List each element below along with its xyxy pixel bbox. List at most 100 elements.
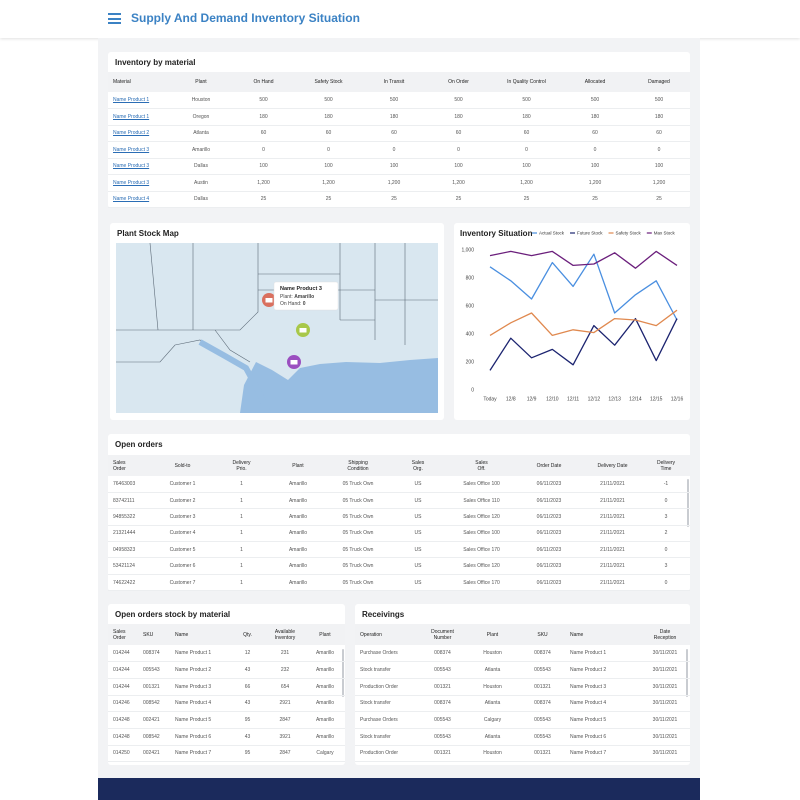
table-cell: Customer 1 xyxy=(150,476,215,493)
column-header: Delivery Time xyxy=(642,455,690,476)
panel-title: Plant Stock Map xyxy=(117,229,179,238)
table-row: 76463003 Customer 1 1 Amarillo 05 Truck Own U… xyxy=(108,476,690,493)
table-cell: 1,200 xyxy=(491,174,562,192)
table-row: Production Order 001321 Houston 001321 Name … xyxy=(355,745,690,763)
table-cell: 25 xyxy=(232,191,295,208)
table-cell: Name Product 5 xyxy=(170,711,230,729)
menu-button[interactable] xyxy=(108,13,121,24)
table-cell: 002421 xyxy=(138,745,170,763)
material-link[interactable]: Name Product 3 xyxy=(108,141,170,159)
header-line: Sales xyxy=(475,459,488,466)
table-cell: 001321 xyxy=(138,678,170,696)
table-cell: 0 xyxy=(295,141,362,159)
table-row: Name Product 3 Amarillo 0 0 0 0 0 0 0 xyxy=(108,141,690,159)
y-tick-label: 400 xyxy=(466,331,475,337)
plant-marker[interactable] xyxy=(296,323,310,337)
table-cell: 1 xyxy=(215,525,268,543)
material-link[interactable]: Name Product 1 xyxy=(108,92,170,109)
table-cell: Customer 4 xyxy=(150,525,215,543)
material-link[interactable]: Name Product 3 xyxy=(108,174,170,192)
table-cell: US xyxy=(388,574,448,592)
map[interactable]: Name Product 3 Plant: Amarillo On Hand: … xyxy=(116,243,438,413)
table-cell: 500 xyxy=(295,92,362,109)
table-cell: Stock transfer xyxy=(355,695,420,713)
table-cell: 014248 xyxy=(108,711,138,729)
table-cell: Customer 7 xyxy=(150,574,215,592)
table-cell: Purchase Orders xyxy=(355,711,420,729)
column-header: Material xyxy=(108,72,170,92)
table-cell: Sales Office 120 xyxy=(448,557,515,575)
column-header: Plant xyxy=(305,624,345,645)
plant-marker[interactable] xyxy=(262,293,276,307)
table-head: Operation Document Number Plant SKU Name Date R… xyxy=(355,624,690,645)
column-header: Qty. xyxy=(230,624,265,645)
table-cell: Name Product 3 xyxy=(170,678,230,696)
table-cell: 008374 xyxy=(520,645,565,663)
column-header: Sales Order xyxy=(108,624,138,645)
table-cell: Name Product 3 xyxy=(565,678,640,696)
plant-marker[interactable] xyxy=(287,355,301,369)
table-row: Production Order 001321 Houston 001321 Name … xyxy=(355,678,690,696)
table-cell: 001321 xyxy=(520,678,565,696)
table-row: Stock transfer 005543 Atlanta 005543 Name Pr… xyxy=(355,661,690,679)
table-cell: Name Product 5 xyxy=(565,711,640,729)
table-cell: 21/11/2021 xyxy=(583,541,642,559)
column-header: SKU xyxy=(520,624,565,645)
table-cell: Name Product 2 xyxy=(170,661,230,679)
table-cell: 1,200 xyxy=(628,174,690,192)
x-tick-label: 12/12 xyxy=(588,396,601,402)
table-cell: 0 xyxy=(642,574,690,592)
table-cell: 500 xyxy=(426,92,491,109)
table-cell: Houston xyxy=(465,678,520,696)
table-cell: Atlanta xyxy=(465,695,520,713)
table-cell: 014244 xyxy=(108,678,138,696)
material-link[interactable]: Name Product 1 xyxy=(108,108,170,126)
table-cell: 500 xyxy=(362,92,426,109)
table-cell: Sales Office 100 xyxy=(448,476,515,493)
table-cell: 180 xyxy=(426,108,491,126)
header-line: Available xyxy=(274,628,296,635)
table-cell: Amarillo xyxy=(268,525,328,543)
table-cell: 014248 xyxy=(108,728,138,746)
table-cell: US xyxy=(388,476,448,493)
table-cell: 0 xyxy=(642,492,690,510)
column-header: Name xyxy=(565,624,640,645)
table-cell: Amarillo xyxy=(305,711,345,729)
column-header: In Transit xyxy=(362,72,426,92)
material-link[interactable]: Name Product 3 xyxy=(108,158,170,175)
table-cell: 3921 xyxy=(265,728,305,746)
table-cell: 0 xyxy=(426,141,491,159)
table-cell: 66 xyxy=(230,678,265,696)
table-cell: 008374 xyxy=(420,695,465,713)
table-row: 014248 008542 Name Product 6 43 3921 Amarillo xyxy=(108,728,345,746)
table-cell: 1,200 xyxy=(562,174,628,192)
table: Sales Order Sold-to Delivery Prio. Plant Shipp… xyxy=(108,455,690,592)
table-cell: Name Product 2 xyxy=(565,661,640,679)
table-cell: 25 xyxy=(562,191,628,208)
table-cell: 100 xyxy=(295,158,362,175)
table-row: 74622422 Customer 7 1 Amarillo 05 Truck Own U… xyxy=(108,574,690,592)
material-link[interactable]: Name Product 2 xyxy=(108,125,170,142)
popup-text: Plant: Amarillo xyxy=(280,294,314,300)
table-cell: 21/11/2021 xyxy=(583,476,642,493)
table-cell: Oregon xyxy=(170,108,232,126)
table-cell: Calgary xyxy=(305,745,345,763)
table-cell: 95 xyxy=(230,711,265,729)
table-cell: 100 xyxy=(562,158,628,175)
table-cell: 008374 xyxy=(138,645,170,663)
table-cell: Production Order xyxy=(355,745,420,763)
table-cell: Amarillo xyxy=(268,541,328,559)
material-link[interactable]: Name Product 4 xyxy=(108,191,170,208)
table-cell: 005543 xyxy=(420,728,465,746)
table-body: Purchase Orders 008374 Houston 008374 Name P… xyxy=(355,645,690,763)
table-cell: 06/11/2023 xyxy=(515,525,583,543)
header-line: Document xyxy=(431,628,454,635)
table-cell: 1,200 xyxy=(295,174,362,192)
table-cell: 25 xyxy=(491,191,562,208)
table-row: 21321444 Customer 4 1 Amarillo 05 Truck Own U… xyxy=(108,525,690,543)
legend-label: Max Stock xyxy=(654,231,676,236)
popup-value: Amarillo xyxy=(294,294,314,300)
y-tick-label: 800 xyxy=(466,275,475,281)
table-row: 014248 002421 Name Product 5 95 2847 Amarillo xyxy=(108,711,345,729)
table-row: 014250 002421 Name Product 7 95 2847 Calgary xyxy=(108,745,345,763)
